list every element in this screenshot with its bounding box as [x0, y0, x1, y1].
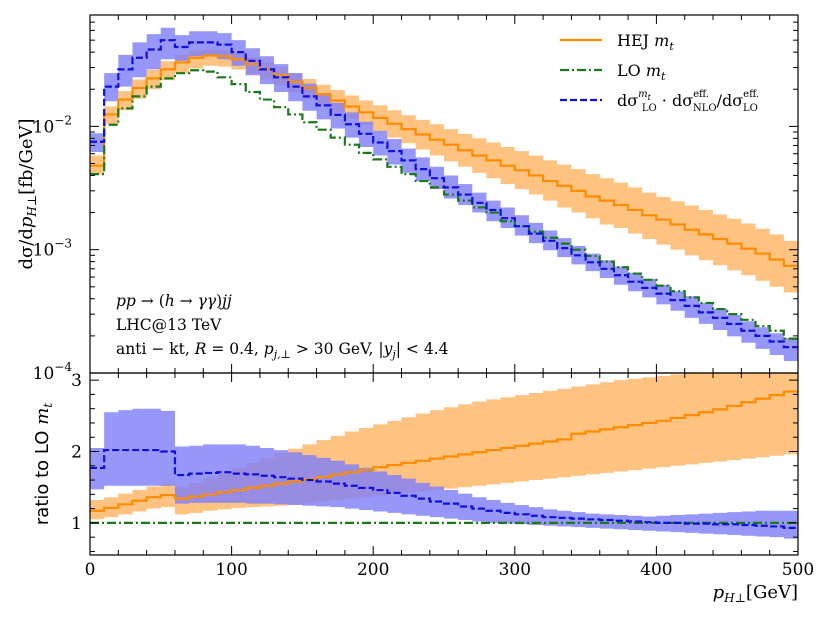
x-tick-label: 500 [782, 560, 814, 580]
main-hej-line [90, 54, 798, 267]
x-tick-label: 400 [640, 560, 672, 580]
ratio-uncertainty-bands [90, 373, 798, 539]
ratio-y-tick-label: 2 [71, 443, 82, 463]
ratio-panel-frame [89, 372, 799, 556]
main-panel: 10−2 10−3 10−4 [33, 14, 798, 384]
x-axis-label: pH⊥[GeV] [713, 582, 798, 605]
x-tick-label: 300 [499, 560, 531, 580]
ratio-y-axis-label: ratio to LO mt [32, 403, 55, 525]
ratio-series-lines [90, 390, 798, 529]
ratio-panel: 1 2 3 [71, 371, 798, 552]
main-y-ticks: 10−2 10−3 10−4 [33, 14, 798, 384]
legend: HEJ mt LO mt dσmt LO · dσeff. NLO/dσeff. LO [560, 31, 759, 114]
x-tick-label: 200 [357, 560, 389, 580]
main-lo-line [90, 69, 798, 340]
x-ticks: 0 100 200 300 400 500 [85, 15, 814, 580]
main-y-axis-label: dσ/dpH⊥[fb/GeV] [16, 118, 39, 269]
main-series-lines [90, 39, 798, 349]
ratio-reweighted-band [90, 408, 798, 539]
main-y-tick-label: 10−3 [33, 237, 72, 261]
legend-hej-label: HEJ mt [617, 31, 674, 53]
annotation-collider: LHC@13 TeV [116, 316, 222, 334]
ratio-hej-line [90, 390, 798, 512]
main-y-tick-label: 10−4 [33, 360, 73, 384]
legend-reweighted-label: dσmt LO · dσeff. NLO/dσeff. LO [617, 89, 759, 114]
x-tick-label: 100 [215, 560, 247, 580]
ratio-y-tick-label: 1 [71, 514, 82, 534]
x-tick-label: 0 [85, 560, 96, 580]
main-reweighted-line [90, 39, 798, 349]
annotation-cuts: anti − kt, R = 0.4, pj,⊥ > 30 GeV, |yj| … [116, 340, 449, 361]
ratio-y-ticks: 1 2 3 [71, 371, 798, 552]
ratio-reweighted-line [90, 448, 798, 529]
ratio-y-tick-label: 3 [71, 371, 82, 391]
main-y-tick-label: 10−2 [33, 113, 72, 137]
annotation-process: pp → (h → γγ)jj [116, 292, 232, 310]
legend-lo-label: LO mt [617, 61, 666, 83]
